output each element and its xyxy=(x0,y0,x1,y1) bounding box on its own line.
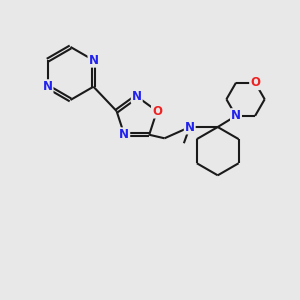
Text: N: N xyxy=(88,54,98,67)
Text: N: N xyxy=(43,80,52,93)
Text: N: N xyxy=(119,128,129,141)
Text: O: O xyxy=(152,105,162,118)
Text: N: N xyxy=(132,90,142,103)
Text: N: N xyxy=(231,109,241,122)
Text: N: N xyxy=(185,121,195,134)
Text: N: N xyxy=(231,109,241,122)
Text: O: O xyxy=(250,76,260,89)
